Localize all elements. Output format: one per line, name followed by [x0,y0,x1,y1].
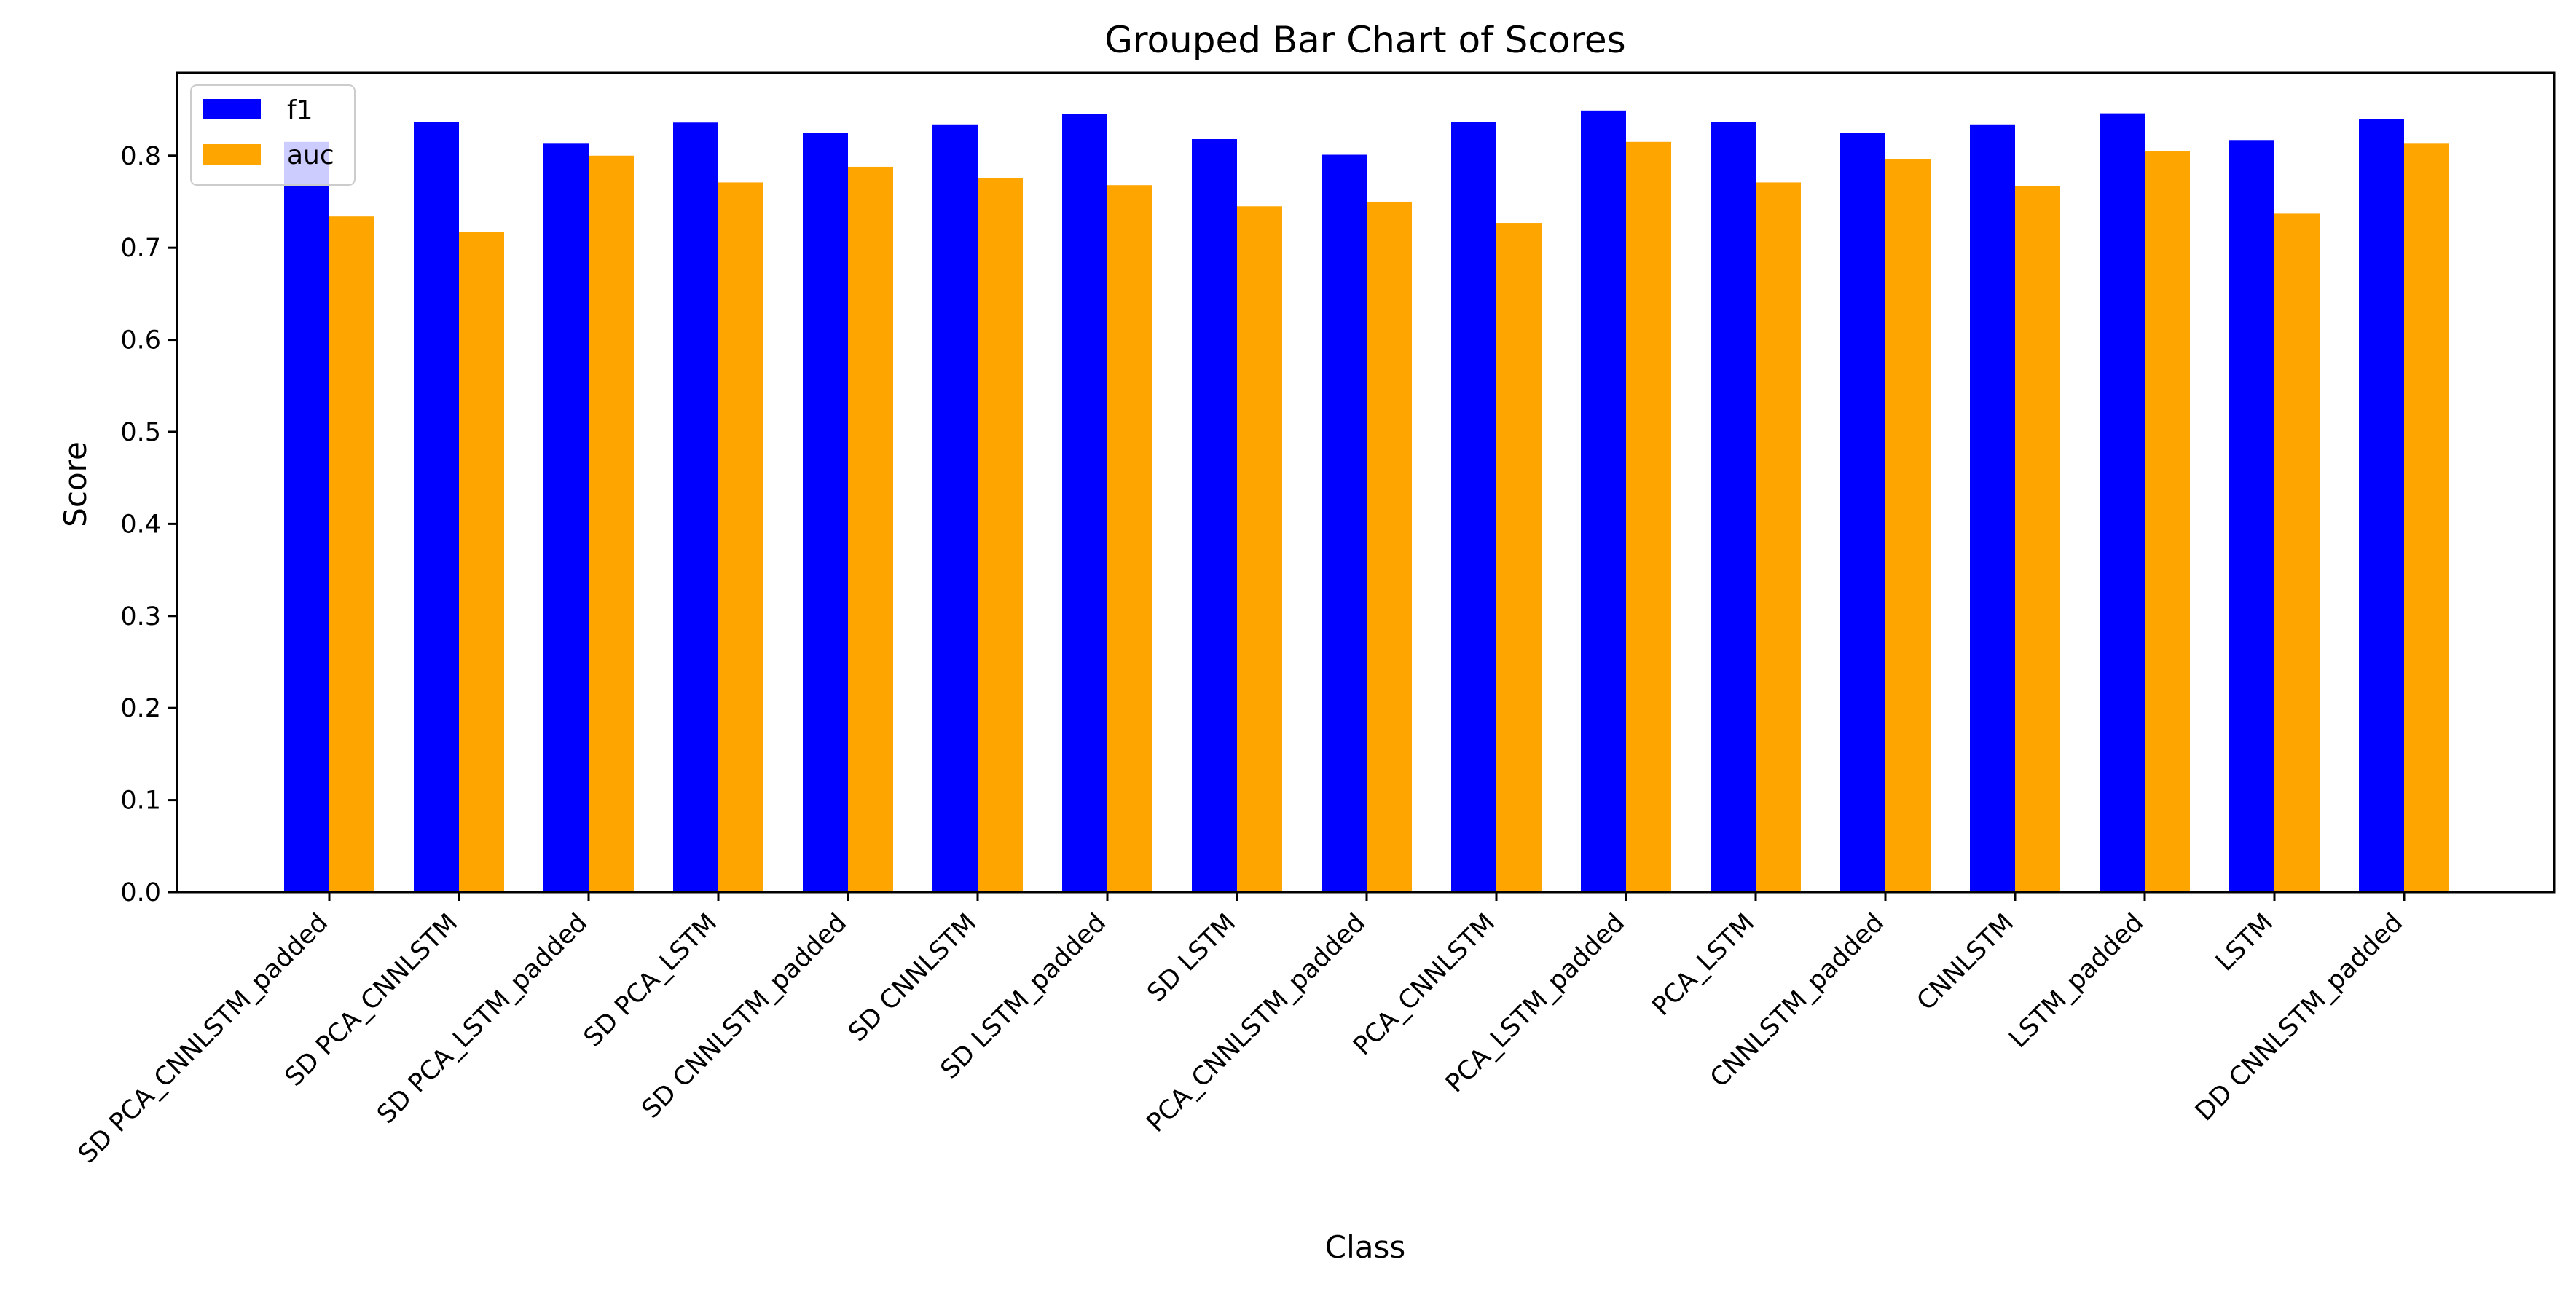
x-tick-label: LSTM_padded [2003,908,2149,1054]
x-axis-label: Class [1325,1229,1406,1265]
x-tick-label: DD CNNLSTM_padded [2190,908,2408,1127]
bar-auc [1367,201,1412,892]
bar-auc [2404,143,2449,893]
x-tick-label: SD CNNLSTM [843,908,982,1047]
bar-f1 [1192,139,1237,892]
bar-auc [848,166,893,892]
legend-swatch-f1 [203,99,261,119]
y-axis: 0.0 0.1 0.2 0.3 0.4 0.5 0.6 0.7 0.8 [120,142,177,907]
bar-auc [589,155,634,892]
legend-swatch-auc [203,144,261,165]
x-tick-label: SD LSTM [1142,908,1241,1008]
y-tick-label: 0.2 [120,694,161,723]
bar-auc [1626,141,1671,893]
y-tick-label: 0.5 [120,418,161,447]
bar-f1 [1322,154,1367,892]
bar-auc [329,216,374,892]
bar-f1 [1970,124,2015,893]
x-tick-label: SD PCA_CNNLSTM_padded [73,908,334,1169]
bar-auc [1885,159,1931,893]
bar-f1 [932,124,978,893]
bar-auc [2274,213,2320,892]
bar-auc [1107,185,1152,892]
y-tick-label: 0.7 [120,234,161,263]
x-tick-label: CNNLSTM [1912,908,2020,1017]
x-tick-label: PCA_CNNLSTM_padded [1142,908,1372,1138]
bar-f1 [284,141,329,893]
x-tick-label: SD PCA_LSTM [578,908,723,1052]
bar-f1 [1581,110,1626,893]
y-tick-label: 0.8 [120,142,161,171]
x-tick-label: LSTM [2210,908,2279,977]
bar-f1 [2229,140,2274,893]
y-axis-label: Score [58,441,93,527]
bar-auc [978,178,1023,892]
bar-f1 [2359,119,2404,892]
legend-label-f1: f1 [287,95,313,125]
bar-auc [459,232,504,892]
x-tick-label: SD PCA_LSTM_padded [372,908,593,1130]
legend[interactable]: f1 auc [190,84,356,186]
bar-f1 [1711,121,1756,892]
bars-layer [284,110,2449,893]
y-tick-label: 0.1 [120,787,161,816]
bar-f1 [414,121,459,892]
bar-f1 [673,122,718,892]
x-tick-label: PCA_CNNLSTM [1348,908,1501,1061]
x-tick-label: PCA_LSTM [1647,908,1761,1022]
plot-frame [176,71,2556,894]
bar-f1 [1451,121,1496,892]
x-tick-label: SD CNNLSTM_padded [637,908,853,1124]
bar-auc [1496,223,1542,893]
legend-label-auc: auc [287,141,334,170]
bar-f1 [543,143,589,893]
bar-f1 [1062,114,1107,892]
bar-auc [2015,186,2060,892]
y-tick-label: 0.3 [120,602,161,631]
y-tick-label: 0.4 [120,510,161,539]
y-tick-label: 0.6 [120,326,161,355]
bar-f1 [2100,113,2145,893]
bar-auc [2145,151,2190,892]
bar-f1 [803,133,848,892]
bar-f1 [1840,133,1885,892]
chart-title: Grouped Bar Chart of Scores [1104,19,1625,61]
bar-auc [1237,206,1282,893]
bar-auc [718,182,763,893]
y-tick-label: 0.0 [120,878,161,907]
bar-auc [1756,182,1801,893]
